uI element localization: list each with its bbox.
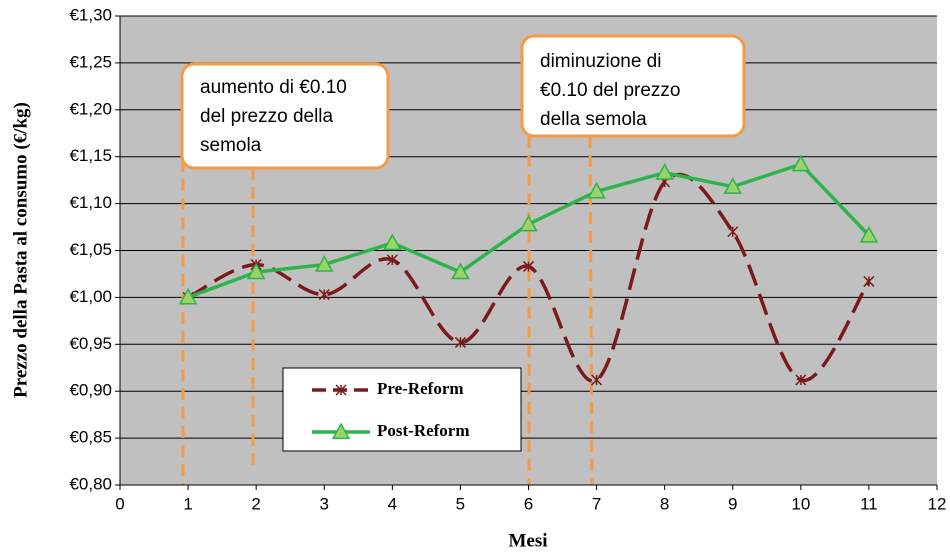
x-axis-title: Mesi [508, 530, 547, 551]
data-point [655, 163, 674, 180]
x-tick-label: 5 [456, 494, 465, 513]
data-point [318, 289, 330, 301]
legend-marker [331, 422, 351, 440]
annotation-text: €0.10 del prezzo [540, 80, 681, 101]
data-point [591, 374, 603, 386]
legend-marker [335, 384, 347, 396]
y-tick-label: €1,10 [69, 193, 112, 212]
y-tick-label: €1,20 [69, 99, 112, 118]
y-tick-label: €1,30 [69, 5, 112, 24]
y-tick-label: €0,90 [69, 381, 112, 400]
data-point [314, 255, 334, 272]
data-point [587, 181, 606, 199]
annotation-text: semola [200, 135, 262, 156]
y-tick-label: €1,25 [69, 52, 112, 71]
x-tick-label: 4 [388, 494, 397, 513]
data-point [863, 275, 875, 287]
y-tick-label: €1,05 [69, 240, 112, 259]
x-tick-label: 0 [115, 494, 124, 513]
x-tick-label: 10 [791, 494, 810, 513]
data-point [386, 254, 398, 266]
series-line [187, 172, 871, 383]
data-point [246, 262, 266, 280]
annotation-box [520, 34, 746, 138]
data-point [795, 374, 807, 386]
x-tick-label: 8 [660, 494, 669, 513]
y-axis-title: Prezzo della Pasta al consumo (€/kg) [10, 102, 31, 398]
data-point [383, 233, 402, 251]
y-tick-label: €0,80 [69, 474, 112, 493]
x-tick-label: 12 [928, 494, 947, 513]
annotation-text: diminuzione di [540, 51, 661, 72]
data-point [791, 154, 811, 172]
annotation-text: della semola [540, 109, 647, 130]
legend-label: Post-Reform [377, 421, 470, 440]
x-tick-label: 2 [251, 494, 260, 513]
data-point [178, 287, 198, 305]
x-tick-label: 3 [320, 494, 329, 513]
x-tick-label: 7 [592, 494, 601, 513]
data-point [519, 214, 538, 232]
annotation-text: del prezzo della [200, 106, 334, 127]
data-point [522, 260, 535, 272]
y-tick-label: €0,95 [69, 334, 112, 353]
x-tick-label: 6 [524, 494, 533, 513]
y-tick-label: €1,00 [69, 287, 112, 306]
y-tick-label: €0,85 [69, 428, 112, 447]
legend [282, 367, 522, 452]
x-tick-label: 9 [728, 494, 737, 513]
annotation-box [180, 62, 390, 170]
annotation-text: aumento di €0.10 [200, 77, 347, 98]
data-point [451, 262, 470, 280]
x-tick-label: 1 [183, 494, 192, 513]
y-tick-label: €1,15 [69, 146, 112, 165]
data-point [859, 225, 879, 243]
x-tick-label: 11 [860, 494, 878, 513]
data-point [454, 336, 466, 348]
data-point [723, 177, 743, 194]
data-point [727, 226, 739, 238]
legend-label: Pre-Reform [377, 379, 464, 398]
